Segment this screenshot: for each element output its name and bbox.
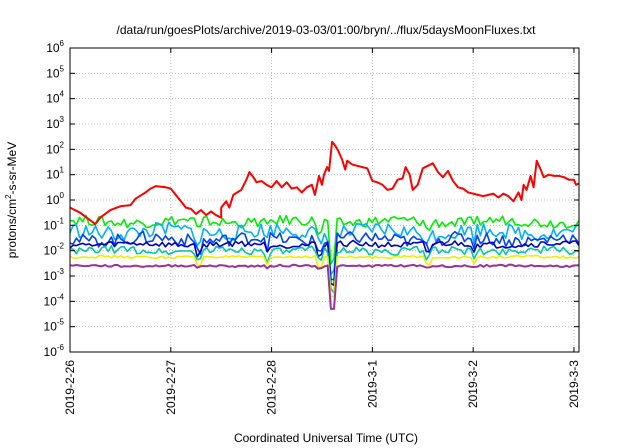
x-tick-label: 2019-3-1: [365, 360, 379, 408]
x-axis-ticks: 2019-2-26 2019-2-27 2019-2-28 2019-3-1 2019-…: [63, 48, 581, 415]
series-layer: [69, 140, 580, 310]
x-tick-label: 2019-2-28: [265, 360, 279, 415]
x-axis-label: Coordinated Universal Time (UTC): [234, 431, 418, 445]
series-line: [69, 263, 580, 310]
y-tick-label: 10-1: [44, 216, 65, 232]
series-line: [69, 140, 580, 226]
y-tick-label: 10-3: [44, 267, 65, 283]
y-tick-label: 10-5: [44, 318, 65, 334]
series-line: [69, 254, 580, 298]
y-tick-label: 10-4: [44, 292, 65, 308]
y-tick-label: 103: [46, 115, 64, 131]
y-tick-label: 10-2: [44, 242, 65, 258]
y-axis-ticks: 106 105 104 103 102 101 100 10-1 10-2 10-3 10-4 10-…: [44, 39, 579, 359]
y-tick-label: 101: [46, 166, 64, 182]
x-tick-label: 2019-2-26: [63, 360, 77, 415]
y-tick-label: 104: [46, 90, 64, 106]
y-tick-label: 100: [46, 191, 64, 207]
y-axis-label-rest: -s-sr-MeV: [5, 142, 19, 195]
chart-title: /data/run/goesPlots/archive/2019-03-03/0…: [117, 23, 537, 37]
y-axis-label-base: protons/cm: [5, 199, 19, 258]
y-tick-label: 10-6: [44, 343, 65, 359]
y-tick-label: 105: [46, 64, 64, 80]
series-line: [69, 245, 580, 294]
x-tick-label: 2019-3-2: [466, 360, 480, 408]
grid: [70, 47, 579, 353]
y-axis-label-sup: 2: [4, 194, 13, 199]
x-tick-label: 2019-3-3: [567, 360, 581, 408]
series-line: [69, 230, 580, 281]
y-tick-label: 106: [46, 39, 64, 55]
x-tick-label: 2019-2-27: [164, 360, 178, 415]
y-tick-label: 102: [46, 140, 64, 156]
y-axis-label: protons/cm2-s-sr-MeV: [4, 142, 19, 258]
series-line: [69, 221, 580, 276]
